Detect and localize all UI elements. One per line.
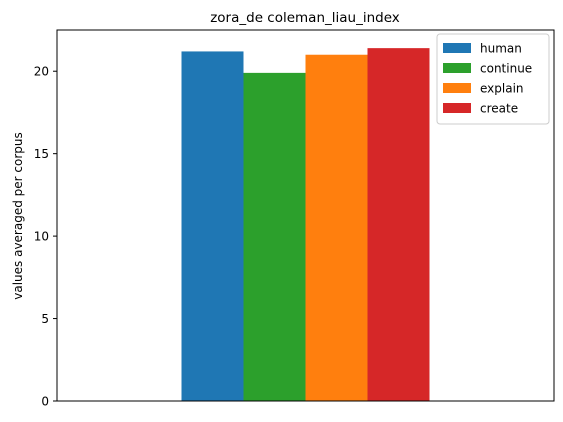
legend-label-human: human bbox=[480, 42, 522, 56]
legend-label-continue: continue bbox=[480, 62, 532, 76]
bar-continue bbox=[243, 72, 306, 402]
plot-frame bbox=[56, 29, 555, 402]
bar-human bbox=[181, 51, 244, 402]
legend-swatch-explain bbox=[443, 83, 471, 93]
legend-box bbox=[436, 33, 550, 125]
bar-explain bbox=[305, 54, 368, 401]
y-axis-label: values averaged per corpus bbox=[11, 132, 25, 300]
bar-create bbox=[367, 48, 430, 401]
legend-label-create: create bbox=[480, 102, 518, 116]
legend-swatch-human bbox=[443, 43, 471, 53]
y-tick-label: 10 bbox=[34, 230, 49, 244]
legend: human continue explain create bbox=[436, 33, 550, 125]
y-tick-label: 15 bbox=[34, 147, 49, 161]
y-tick-label: 20 bbox=[34, 65, 49, 79]
ticks-layer: 0 5 10 15 20 bbox=[34, 65, 57, 409]
y-tick-label: 0 bbox=[41, 395, 49, 409]
legend-swatch-create bbox=[443, 103, 471, 113]
axes-layer bbox=[56, 29, 555, 402]
legend-swatch-continue bbox=[443, 63, 471, 73]
legend-label-explain: explain bbox=[480, 82, 524, 96]
bars-layer bbox=[181, 48, 430, 402]
y-tick-label: 5 bbox=[41, 312, 49, 326]
chart-title: zora_de coleman_liau_index bbox=[210, 10, 400, 26]
